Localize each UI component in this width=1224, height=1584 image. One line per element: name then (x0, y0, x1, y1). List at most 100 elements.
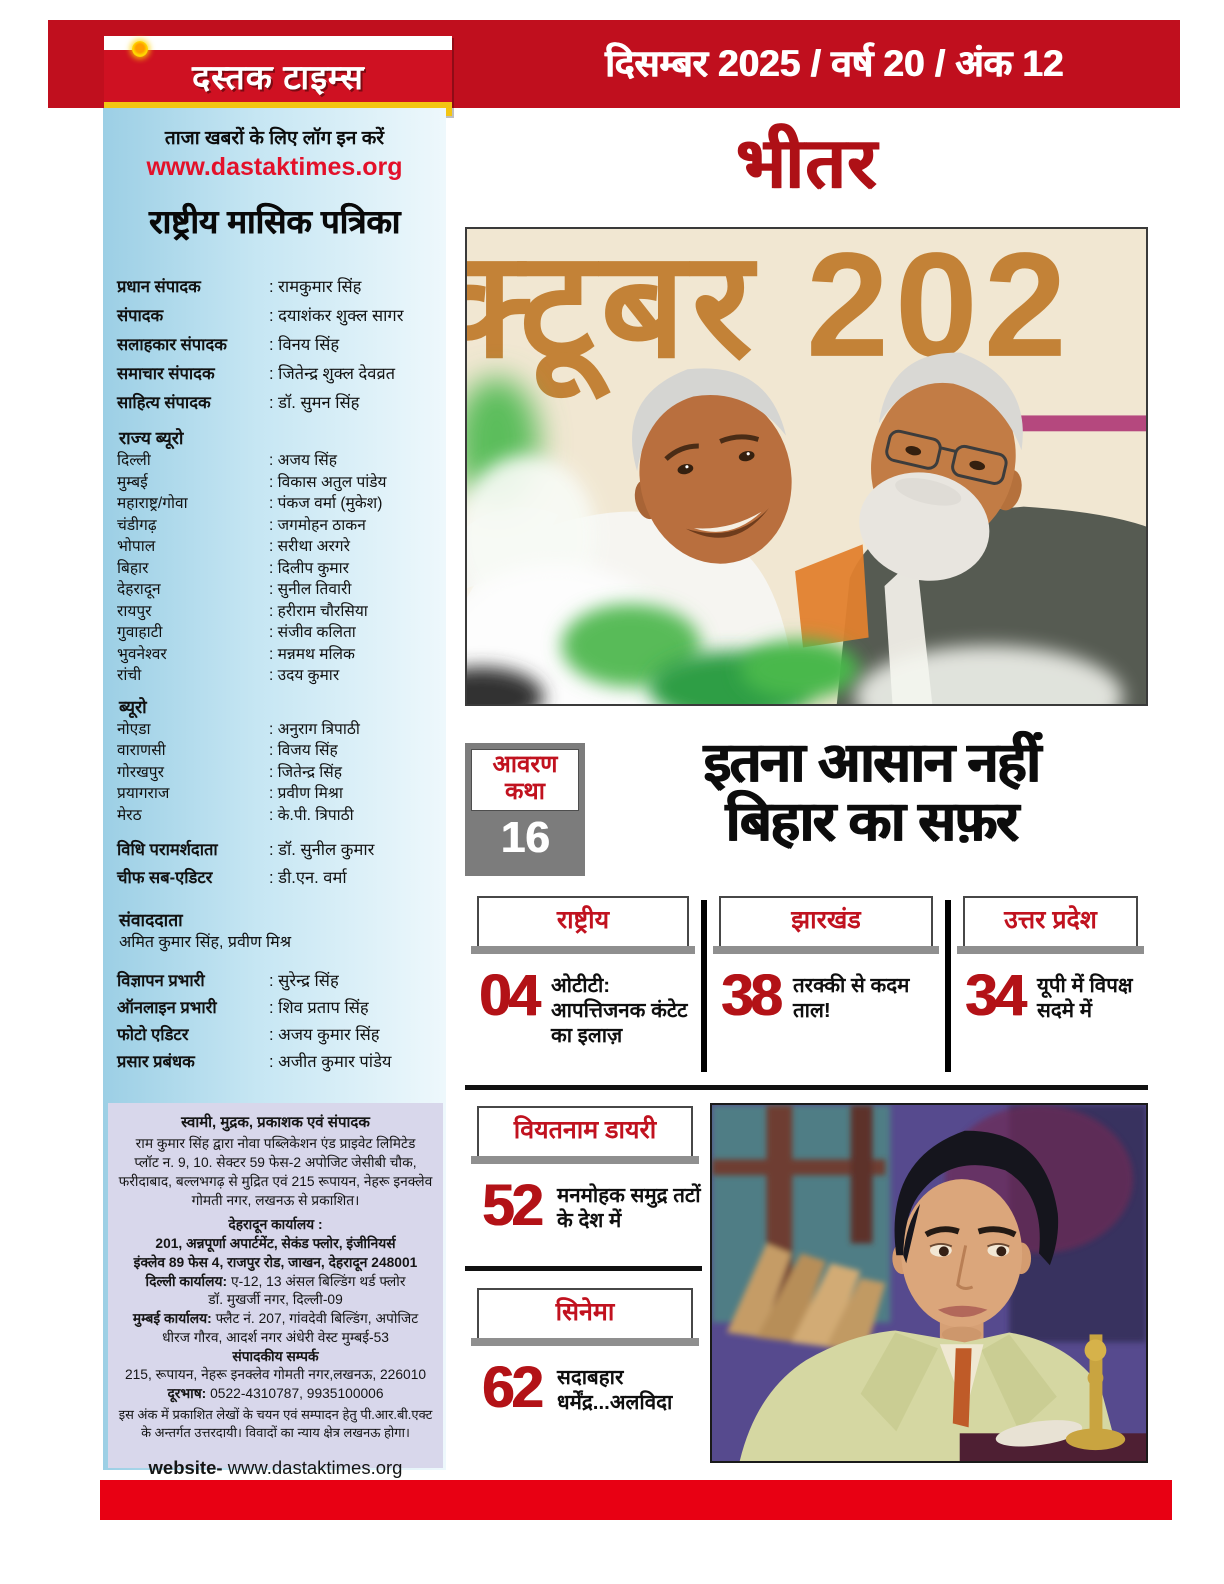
editorial-contact-heading: संपादकीय सम्पर्क (232, 1348, 319, 1364)
delhi-office-label: दिल्ली कार्यालय: (145, 1273, 228, 1289)
disclaimer: इस अंक में प्रकाशित लेखों के चयन एवं सम्… (118, 1406, 433, 1440)
bureau-value: : पंकज वर्मा (मुकेश) (269, 495, 383, 512)
bureau-label: वाराणसी (117, 742, 166, 759)
section-title: तरक्की से कदम ताल! (793, 974, 910, 1022)
bureau-value: : संजीव कलिता (269, 624, 356, 641)
staff-row: विज्ञापन प्रभारी: सुरेन्द्र सिंह (103, 968, 446, 995)
bureau-row: चंडीगढ़: जगमोहन ठाकन (103, 515, 446, 537)
staff-value: : जितेन्द्र शुक्ल देवव्रत (269, 365, 396, 383)
advisors-list: विधि परामर्शदाता: डॉ. सुनील कुमार चीफ सब… (103, 836, 446, 892)
section-title: मनमोहक समुद्र तटों के देश में (557, 1184, 701, 1232)
bureau-value: : जगमोहन ठाकन (269, 516, 366, 534)
contents-title: भीतर (735, 124, 878, 202)
delhi-office-line: दिल्ली कार्यालय: ए-12, 13 अंसल बिल्डिंग … (116, 1273, 435, 1292)
bureau-heading: ब्यूरो (119, 696, 147, 717)
bureau-row: गोरखपुर: जितेन्द्र सिंह (103, 762, 446, 784)
publisher-line: फरीदाबाद, बल्लभगढ़ से मुद्रित एवं 215 रू… (118, 1173, 433, 1189)
phone-numbers: 0522-4310787, 9935100006 (210, 1386, 384, 1402)
publisher-info-box: स्वामी, मुद्रक, प्रकाशक एवं संपादक राम क… (108, 1103, 443, 1478)
bureau-value: : मन्नमथ मलिक (269, 645, 355, 663)
staff-row: संपादक : दयाशंकर शुक्ल सागर (103, 302, 446, 331)
staff-label: विज्ञापन प्रभारी (117, 972, 205, 990)
delhi-office-line: डॉ. मुखर्जी नगर, दिल्ली-09 (208, 1292, 343, 1308)
section-category: सिनेमा (477, 1288, 693, 1338)
delhi-office-address: ए-12, 13 अंसल बिल्डिंग थर्ड फ्लोर (230, 1273, 406, 1289)
website-label: website- (148, 1457, 223, 1479)
editorial-staff-list: प्रधान संपादक: रामकुमार सिंह संपादक: दया… (103, 273, 446, 418)
bureau-value: : विकास अतुल पांडेय (269, 473, 387, 491)
website-link[interactable]: www.dastaktimes.org (146, 153, 403, 181)
headline-line2: बिहार का सफ़र (725, 790, 1018, 853)
staff-row: साहित्य संपादक: डॉ. सुमन सिंह (103, 389, 446, 418)
bureau-value: : अजय सिंह (269, 452, 337, 469)
phone-line: दूरभाष: 0522-4310787, 9935100006 (116, 1385, 435, 1404)
staff-row: फोटो एडिटर: अजय कुमार सिंह (103, 1022, 446, 1049)
section-title: ओटीटी: आपत्तिजनक कंटेट का इलाज़ (551, 974, 688, 1047)
cover-story-photo: क्टूबर 202 (465, 227, 1148, 706)
horizontal-divider (465, 1085, 1148, 1090)
vertical-divider (945, 900, 951, 1072)
publisher-line: प्लॉट न. 9, 10. सेक्टर 59 फेस-2 अपोजिट ज… (134, 1155, 417, 1171)
horizontal-divider (465, 1266, 702, 1271)
logo-red-strip: दस्तक टाइम्स (104, 41, 452, 102)
bureau-row: गुवाहाटी : संजीव कलिता (103, 622, 446, 644)
headline-line1: इतना आसान नहीं (703, 731, 1040, 793)
bureau-row: प्रयागराज: प्रवीण मिश्रा (103, 783, 446, 805)
section-entry-cinema: सिनेमा 62 सदाबहार धर्मेंद्र...अलविदा (465, 1288, 705, 1417)
bureau-label: गुवाहाटी (117, 624, 163, 641)
publisher-line: राम कुमार सिंह द्वारा नोवा पब्लिकेशन एंड… (135, 1136, 416, 1152)
bureau-row: रांची: उदय कुमार (103, 665, 446, 687)
logo-text: दस्तक टाइम्स (192, 59, 364, 97)
bureau-value: : दिलीप कुमार (269, 559, 350, 577)
bureau-label: भुवनेश्वर (117, 645, 167, 663)
bureau-list: नोएडा: अनुराग त्रिपाठी वाराणसी: विजय सिं… (103, 719, 446, 827)
cover-story-page-number: 16 (500, 812, 550, 862)
section-category: झारखंड (719, 896, 933, 946)
vertical-divider (701, 900, 707, 1072)
bottom-red-bar (100, 1480, 1172, 1520)
bureau-label: बिहार (117, 559, 149, 577)
cover-story-badge: आवरण कथा 16 (465, 743, 585, 876)
phone-label: दूरभाष: (167, 1386, 207, 1402)
section-body: 38 तरक्की से कदम ताल! (707, 967, 945, 1025)
section-body: 52 मनमोहक समुद्र तटों के देश में (465, 1173, 705, 1238)
masthead-banner: दस्तक टाइम्स दिसम्बर 2025 / वर्ष 20 / अं… (48, 20, 1180, 116)
section-page-number: 04 (478, 963, 541, 1028)
staff-value: : अजय कुमार सिंह (269, 1026, 380, 1044)
bureau-row: बिहार : दिलीप कुमार (103, 558, 446, 580)
staff-value: : दयाशंकर शुक्ल सागर (269, 307, 404, 325)
staff-row: सलाहकार संपादक: विनय सिंह (103, 331, 446, 360)
mumbai-office-line: मुम्बई कार्यालय: फ्लैट नं. 207, गांवदेवी… (116, 1310, 435, 1329)
staff-label: प्रसार प्रबंधक (117, 1053, 195, 1071)
diya-flame-icon (132, 41, 148, 57)
staff-value: : शिव प्रताप सिंह (269, 999, 369, 1017)
section-page-number: 34 (964, 963, 1027, 1028)
website-url[interactable]: www.dastaktimes.org (227, 1457, 403, 1479)
advisor-row: विधि परामर्शदाता: डॉ. सुनील कुमार (103, 836, 446, 864)
bureau-row: मेरठ: के.पी. त्रिपाठी (103, 805, 446, 827)
section-page-number: 52 (481, 1173, 544, 1238)
section-body: 34 यूपी में विपक्ष सदमे में (951, 963, 1150, 1028)
bureau-value: : अनुराग त्रिपाठी (269, 720, 360, 738)
staff-label: ऑनलाइन प्रभारी (117, 999, 217, 1017)
staff-label: संपादक (117, 307, 164, 325)
advisor-value: : डॉ. सुनील कुमार (269, 841, 375, 859)
state-bureau-heading: राज्य ब्यूरो (119, 428, 184, 448)
advisor-value: : डी.एन. वर्मा (269, 869, 347, 887)
correspondents-heading: संवाददाता (119, 910, 183, 930)
mumbai-office-line: धीरज गौरव, आदर्श नगर अंधेरी वेस्ट मुम्बई… (162, 1329, 389, 1345)
bureau-row: भोपाल: सरीथा अरगरे (103, 536, 446, 558)
state-bureau-list: दिल्ली: अजय सिंह मुम्बई: विकास अतुल पांड… (103, 450, 446, 687)
staff-value: : रामकुमार सिंह (269, 278, 362, 296)
bureau-label: मेरठ (117, 806, 142, 824)
section-category: राष्ट्रीय (477, 896, 689, 946)
staff-value: : अजीत कुमार पांडेय (269, 1053, 392, 1071)
advisor-label: चीफ सब-एडिटर (117, 869, 213, 887)
bureau-label: भोपाल (117, 538, 156, 555)
advisor-row: चीफ सब-एडिटर : डी.एन. वर्मा (103, 864, 446, 892)
bureau-label: नोएडा (117, 720, 151, 738)
magazine-logo: दस्तक टाइम्स (104, 36, 452, 116)
bureau-label: महाराष्ट्र/गोवा (117, 495, 188, 512)
bureau-row: महाराष्ट्र/गोवा : पंकज वर्मा (मुकेश) (103, 493, 446, 515)
